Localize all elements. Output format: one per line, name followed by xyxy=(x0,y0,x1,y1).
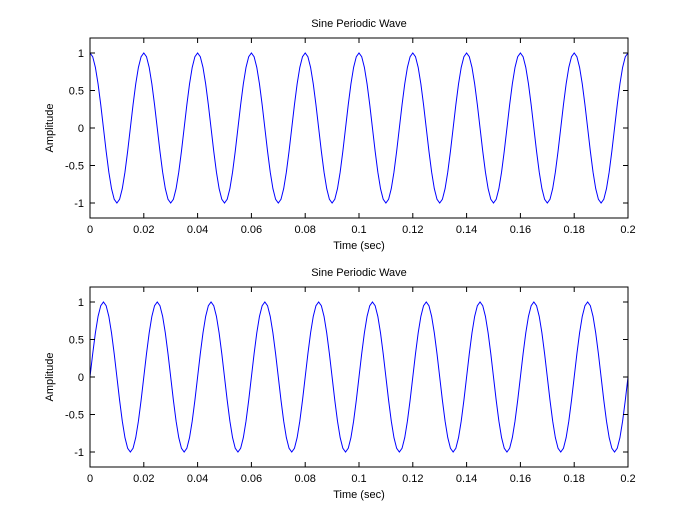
x-tick-label: 0.12 xyxy=(402,224,423,236)
x-tick-label: 0.1 xyxy=(351,473,366,485)
y-tick-label: 0 xyxy=(78,372,84,384)
x-tick-label: 0.2 xyxy=(620,224,635,236)
x-tick-label: 0.18 xyxy=(563,473,584,485)
y-tick-label: -1 xyxy=(74,447,84,459)
x-tick-label: 0.06 xyxy=(241,473,262,485)
y-tick-label: -0.5 xyxy=(65,410,84,422)
x-tick-label: 0.16 xyxy=(510,224,531,236)
x-tick-label: 0.02 xyxy=(133,224,154,236)
y-tick-label: 0 xyxy=(78,123,84,135)
y-tick-label: 0.5 xyxy=(69,335,84,347)
y-tick-label: 0.5 xyxy=(69,86,84,98)
y-axis-label: Amplitude xyxy=(44,104,56,153)
x-tick-label: 0.14 xyxy=(456,473,477,485)
x-axis-label: Time (sec) xyxy=(333,240,385,252)
x-axis-label: Time (sec) xyxy=(333,489,385,501)
x-tick-label: 0 xyxy=(87,473,93,485)
y-tick-label: -0.5 xyxy=(65,161,84,173)
y-tick-label: -1 xyxy=(74,198,84,210)
plot-area xyxy=(90,38,628,218)
chart-title: Sine Periodic Wave xyxy=(311,18,407,30)
x-tick-label: 0.06 xyxy=(241,224,262,236)
x-tick-label: 0.2 xyxy=(620,473,635,485)
x-tick-label: 0.02 xyxy=(133,473,154,485)
x-tick-label: 0.08 xyxy=(294,224,315,236)
line-series xyxy=(89,301,629,453)
x-tick-label: 0.16 xyxy=(510,473,531,485)
x-tick-label: 0.1 xyxy=(351,224,366,236)
y-tick-label: 1 xyxy=(78,48,84,60)
line-series xyxy=(89,52,629,204)
x-tick-label: 0.12 xyxy=(402,473,423,485)
x-tick-label: 0 xyxy=(87,224,93,236)
x-tick-label: 0.04 xyxy=(187,473,208,485)
x-tick-label: 0.18 xyxy=(563,224,584,236)
x-tick-label: 0.08 xyxy=(294,473,315,485)
chart-title: Sine Periodic Wave xyxy=(311,267,407,279)
x-tick-label: 0.04 xyxy=(187,224,208,236)
x-tick-label: 0.14 xyxy=(456,224,477,236)
y-tick-label: 1 xyxy=(78,297,84,309)
y-axis-label: Amplitude xyxy=(44,353,56,402)
